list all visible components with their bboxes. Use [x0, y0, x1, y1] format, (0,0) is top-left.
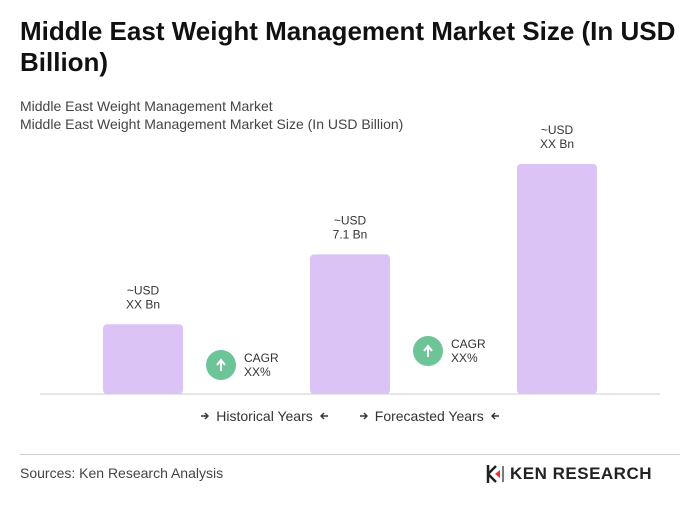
bar [103, 324, 183, 394]
value-label: ~USD [541, 123, 574, 137]
legend-label: Historical Years [216, 408, 313, 424]
brand-logo: KEN RESEARCH [486, 463, 652, 485]
legend-label: Forecasted Years [374, 408, 484, 424]
value-label: XX Bn [540, 137, 574, 151]
subtitle: Middle East Weight Management Market [20, 98, 273, 114]
legend-item: Forecasted Years [359, 408, 500, 424]
value-label: ~USD [334, 214, 367, 228]
cagr-label: CAGR [451, 337, 486, 351]
brand-name: KEN RESEARCH [510, 464, 653, 483]
bar [517, 164, 597, 394]
value-label: XX Bn [126, 297, 160, 311]
subtitle: Middle East Weight Management Market Siz… [20, 116, 404, 132]
value-label: 7.1 Bn [333, 228, 368, 242]
source: Sources: Ken Research Analysis [20, 465, 224, 481]
value-label: ~USD [127, 283, 160, 297]
chart-title: Middle East Weight Management Market Siz… [20, 16, 676, 77]
up-arrow-icon [423, 344, 433, 357]
cagr-label: CAGR [244, 351, 279, 365]
arrow-icon [359, 412, 368, 420]
arrow-icon [201, 412, 210, 420]
legend-item: Historical Years [200, 408, 329, 424]
logo-icon [486, 465, 504, 483]
up-arrow-icon [216, 358, 226, 371]
cagr-value: XX% [244, 365, 271, 379]
arrow-icon [319, 412, 328, 420]
cagr-value: XX% [451, 351, 478, 365]
arrow-icon [490, 412, 499, 420]
divider [20, 454, 680, 455]
bar [310, 254, 390, 394]
legend: Historical Years Forecasted Years [0, 408, 700, 424]
